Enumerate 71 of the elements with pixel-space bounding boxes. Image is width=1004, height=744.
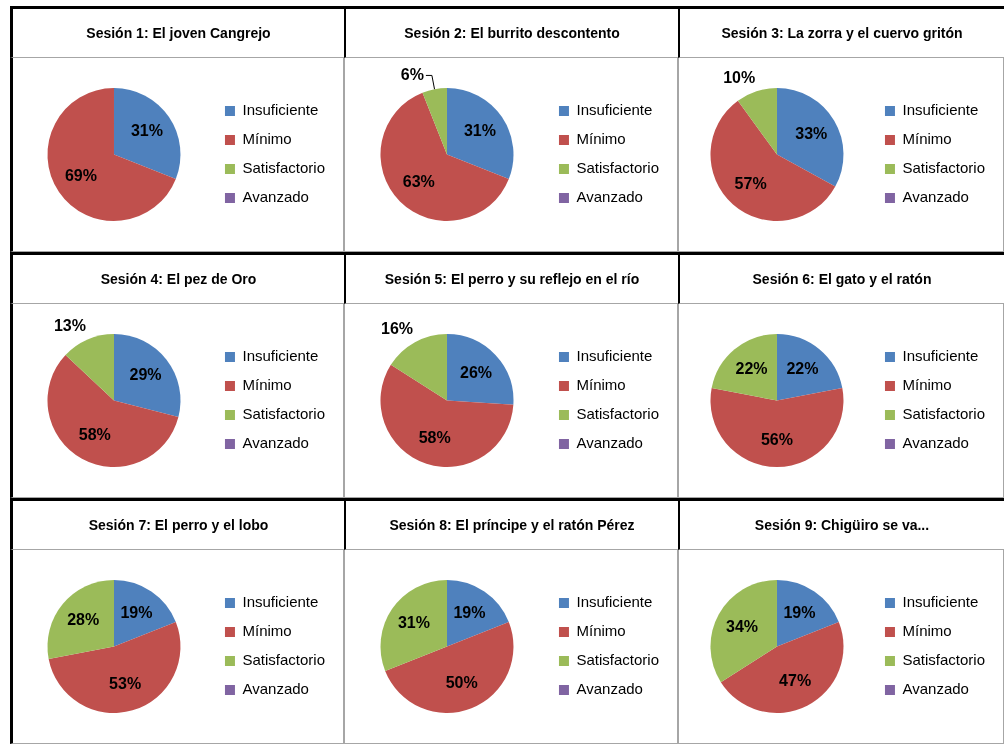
data-label: 57% — [734, 174, 767, 192]
data-label: 10% — [723, 68, 756, 86]
legend-label: Avanzado — [902, 434, 969, 452]
legend-label: Avanzado — [242, 434, 309, 452]
chart-title: Sesión 5: El perro y su reflejo en el río — [344, 252, 678, 304]
legend-label: Avanzado — [242, 188, 309, 206]
legend-label: Satisfactorio — [902, 159, 986, 177]
legend-label: Mínimo — [242, 130, 292, 148]
data-label: 69% — [64, 167, 97, 185]
data-label: 28% — [67, 611, 100, 629]
data-label: 33% — [795, 124, 828, 142]
data-label: 19% — [783, 603, 816, 621]
legend-label: Insuficiente — [902, 593, 979, 611]
chart-title: Sesión 7: El perro y el lobo — [10, 498, 344, 550]
data-label: 6% — [400, 65, 424, 83]
legend-label: Satisfactorio — [576, 651, 660, 669]
data-label: 31% — [397, 614, 430, 632]
legend-label: Avanzado — [576, 680, 643, 698]
data-label: 26% — [460, 363, 493, 381]
legend-label: Insuficiente — [242, 101, 319, 119]
legend-label: Mínimo — [902, 130, 952, 148]
data-label: 56% — [760, 430, 793, 448]
legend-label: Avanzado — [576, 188, 643, 206]
legend-label: Mínimo — [902, 376, 952, 394]
legend-label: Satisfactorio — [242, 405, 326, 423]
data-label: 29% — [129, 366, 162, 384]
legend-label: Insuficiente — [902, 347, 979, 365]
legend-label: Mínimo — [902, 622, 952, 640]
legend-label: Satisfactorio — [242, 159, 326, 177]
data-label: 63% — [402, 173, 435, 191]
legend-label: Satisfactorio — [576, 159, 660, 177]
legend-label: Insuficiente — [902, 101, 979, 119]
data-label: 53% — [109, 675, 142, 693]
chart-title: Sesión 1: El joven Cangrejo — [10, 6, 344, 58]
legend-label: Satisfactorio — [902, 405, 986, 423]
chart-title: Sesión 6: El gato y el ratón — [678, 252, 1004, 304]
legend-label: Insuficiente — [576, 347, 653, 365]
legend-label: Satisfactorio — [576, 405, 660, 423]
data-label: 22% — [786, 360, 819, 378]
legend-label: Mínimo — [576, 622, 626, 640]
legend-label: Avanzado — [242, 680, 309, 698]
data-label: 58% — [78, 425, 111, 443]
data-label: 19% — [120, 603, 153, 621]
data-label: 22% — [735, 360, 768, 378]
legend-label: Insuficiente — [576, 101, 653, 119]
data-label: 58% — [418, 428, 451, 446]
data-label: 19% — [453, 603, 486, 621]
legend-label: Insuficiente — [576, 593, 653, 611]
legend-label: Insuficiente — [242, 593, 319, 611]
data-label: 31% — [463, 122, 496, 140]
legend-label: Mínimo — [242, 622, 292, 640]
data-label: 34% — [726, 617, 759, 635]
legend-label: Mínimo — [576, 376, 626, 394]
legend-label: Avanzado — [902, 680, 969, 698]
legend-label: Satisfactorio — [902, 651, 986, 669]
legend-label: Avanzado — [576, 434, 643, 452]
legend-label: Mínimo — [576, 130, 626, 148]
legend-label: Satisfactorio — [242, 651, 326, 669]
data-label: 13% — [53, 317, 86, 335]
chart-title: Sesión 9: Chigüiro se va... — [678, 498, 1004, 550]
data-label: 16% — [380, 320, 414, 338]
chart-title: Sesión 4: El pez de Oro — [10, 252, 344, 304]
data-label: 47% — [779, 672, 812, 690]
legend-label: Avanzado — [902, 188, 969, 206]
chart-title: Sesión 3: La zorra y el cuervo gritón — [678, 6, 1004, 58]
legend-label: Mínimo — [242, 376, 292, 394]
chart-title: Sesión 8: El príncipe y el ratón Pérez — [344, 498, 678, 550]
chart-title: Sesión 2: El burrito descontento — [344, 6, 678, 58]
data-label: 50% — [445, 674, 478, 691]
legend-label: Insuficiente — [242, 347, 319, 365]
data-label: 31% — [130, 122, 163, 140]
